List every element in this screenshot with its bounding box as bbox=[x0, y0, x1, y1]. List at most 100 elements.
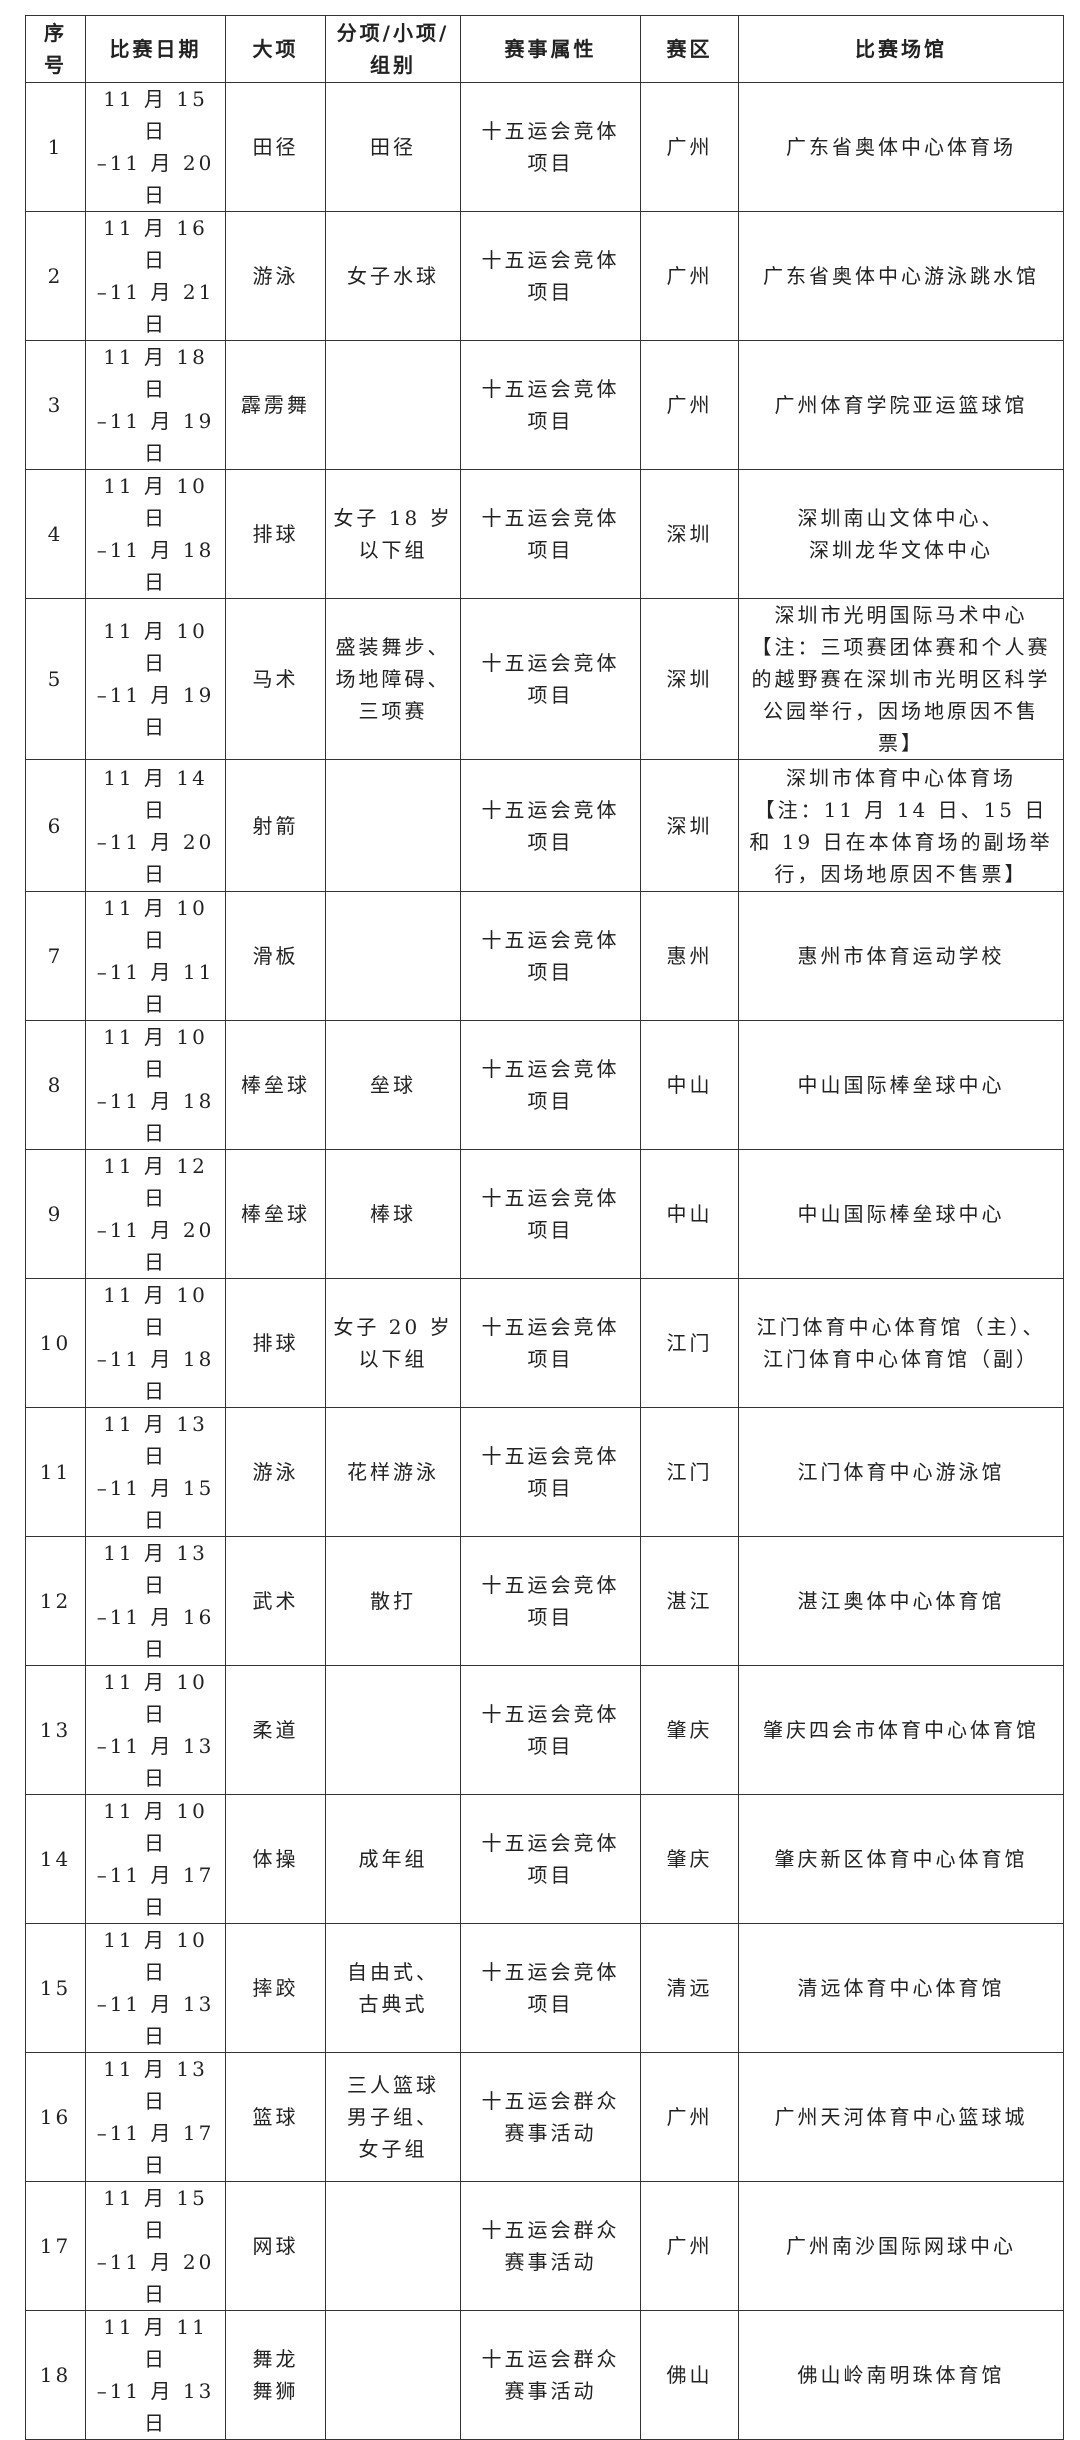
cell-region: 肇庆 bbox=[640, 1794, 739, 1924]
header-region: 赛区 bbox=[640, 15, 739, 83]
table-row: 8 11 月 10 日 –11 月 18 日棒垒球 垒球 十五运会竞体 项目 中山 中山国… bbox=[25, 1020, 1064, 1150]
cell-sport: 舞龙 舞狮 bbox=[225, 2310, 326, 2440]
cell-category: 十五运会竞体 项目 bbox=[460, 82, 641, 212]
cell-region: 佛山 bbox=[640, 2310, 739, 2440]
cell-sport: 排球 bbox=[225, 469, 326, 599]
header-date: 比赛日期 bbox=[85, 15, 226, 83]
table-row: 5 11 月 10 日 –11 月 19 日马术 盛装舞步、 场地障碍、 三项赛 十五… bbox=[25, 598, 1064, 760]
cell-sport: 滑板 bbox=[225, 891, 326, 1021]
cell-index: 16 bbox=[25, 2052, 86, 2182]
table-row: 11 11 月 13 日 –11 月 15 日游泳 花样游泳 十五运会竞体 项目 江门江… bbox=[25, 1407, 1064, 1537]
cell-event: 女子水球 bbox=[325, 211, 461, 341]
cell-event: 垒球 bbox=[325, 1020, 461, 1150]
cell-date: 11 月 15 日 –11 月 20 日 bbox=[85, 82, 226, 212]
cell-category: 十五运会群众 赛事活动 bbox=[460, 2181, 641, 2311]
cell-index: 13 bbox=[25, 1665, 86, 1795]
header-venue: 比赛场馆 bbox=[738, 15, 1064, 83]
cell-event: 散打 bbox=[325, 1536, 461, 1666]
cell-event bbox=[325, 759, 461, 892]
cell-date: 11 月 13 日 –11 月 16 日 bbox=[85, 1536, 226, 1666]
cell-sport: 体操 bbox=[225, 1794, 326, 1924]
cell-event: 棒球 bbox=[325, 1149, 461, 1279]
table-row: 10 11 月 10 日 –11 月 18 日排球 女子 20 岁 以下组 十五运会竞… bbox=[25, 1278, 1064, 1408]
cell-category: 十五运会竞体 项目 bbox=[460, 1149, 641, 1279]
cell-venue: 广东省奥体中心体育场 bbox=[738, 82, 1064, 212]
cell-category: 十五运会竞体 项目 bbox=[460, 1278, 641, 1408]
cell-index: 4 bbox=[25, 469, 86, 599]
table-row: 17 11 月 15 日 –11 月 20 日网球 十五运会群众 赛事活动 广州 广州南… bbox=[25, 2181, 1064, 2311]
table-row: 9 11 月 12 日 –11 月 20 日棒垒球 棒球 十五运会竞体 项目 中山 中山国… bbox=[25, 1149, 1064, 1279]
table-row: 12 11 月 13 日 –11 月 16 日武术 散打 十五运会竞体 项目 湛江 湛江奥… bbox=[25, 1536, 1064, 1666]
cell-region: 深圳 bbox=[640, 759, 739, 892]
cell-venue: 广州天河体育中心篮球城 bbox=[738, 2052, 1064, 2182]
cell-date: 11 月 13 日 –11 月 17 日 bbox=[85, 2052, 226, 2182]
cell-category: 十五运会竞体 项目 bbox=[460, 891, 641, 1021]
cell-date: 11 月 10 日 –11 月 11 日 bbox=[85, 891, 226, 1021]
table-row: 7 11 月 10 日 –11 月 11 日滑板 十五运会竞体 项目 惠州 惠州市体育运… bbox=[25, 891, 1064, 1021]
cell-date: 11 月 11 日 –11 月 13 日 bbox=[85, 2310, 226, 2440]
cell-date: 11 月 16 日 –11 月 21 日 bbox=[85, 211, 226, 341]
cell-index: 7 bbox=[25, 891, 86, 1021]
cell-venue: 深圳市光明国际马术中心 【注：三项赛团体赛和个人赛的越野赛在深圳市光明区科学公园… bbox=[738, 598, 1064, 760]
cell-venue: 湛江奥体中心体育馆 bbox=[738, 1536, 1064, 1666]
cell-date: 11 月 10 日 –11 月 19 日 bbox=[85, 598, 226, 760]
cell-event bbox=[325, 2310, 461, 2440]
cell-event: 成年组 bbox=[325, 1794, 461, 1924]
cell-index: 9 bbox=[25, 1149, 86, 1279]
cell-date: 11 月 10 日 –11 月 18 日 bbox=[85, 469, 226, 599]
header-index: 序 号 bbox=[25, 15, 86, 83]
cell-sport: 篮球 bbox=[225, 2052, 326, 2182]
cell-event bbox=[325, 1665, 461, 1795]
cell-sport: 游泳 bbox=[225, 211, 326, 341]
cell-category: 十五运会竞体 项目 bbox=[460, 1923, 641, 2053]
cell-venue: 深圳南山文体中心、 深圳龙华文体中心 bbox=[738, 469, 1064, 599]
schedule-table: 序 号比赛日期 大项 分项/小项/ 组别 赛事属性 赛区 比赛场馆 1 11 月 15 日 … bbox=[25, 15, 1064, 2440]
cell-event: 三人篮球 男子组、 女子组 bbox=[325, 2052, 461, 2182]
header-category: 赛事属性 bbox=[460, 15, 641, 83]
table-row: 2 11 月 16 日 –11 月 21 日游泳 女子水球 十五运会竞体 项目 广州 广东… bbox=[25, 211, 1064, 341]
cell-sport: 摔跤 bbox=[225, 1923, 326, 2053]
cell-date: 11 月 10 日 –11 月 18 日 bbox=[85, 1020, 226, 1150]
cell-index: 18 bbox=[25, 2310, 86, 2440]
cell-sport: 柔道 bbox=[225, 1665, 326, 1795]
table-row: 16 11 月 13 日 –11 月 17 日篮球 三人篮球 男子组、 女子组 十五运… bbox=[25, 2052, 1064, 2182]
cell-venue: 江门体育中心游泳馆 bbox=[738, 1407, 1064, 1537]
cell-date: 11 月 10 日 –11 月 13 日 bbox=[85, 1665, 226, 1795]
cell-region: 江门 bbox=[640, 1407, 739, 1537]
cell-region: 江门 bbox=[640, 1278, 739, 1408]
cell-region: 肇庆 bbox=[640, 1665, 739, 1795]
cell-date: 11 月 12 日 –11 月 20 日 bbox=[85, 1149, 226, 1279]
cell-region: 广州 bbox=[640, 211, 739, 341]
cell-category: 十五运会群众 赛事活动 bbox=[460, 2052, 641, 2182]
table-row: 3 11 月 18 日 –11 月 19 日霹雳舞 十五运会竞体 项目 广州 广州体育学… bbox=[25, 340, 1064, 470]
table-row: 15 11 月 10 日 –11 月 13 日摔跤 自由式、 古典式 十五运会竞体 项… bbox=[25, 1923, 1064, 2053]
cell-index: 2 bbox=[25, 211, 86, 341]
cell-venue: 中山国际棒垒球中心 bbox=[738, 1020, 1064, 1150]
cell-category: 十五运会竞体 项目 bbox=[460, 340, 641, 470]
cell-sport: 游泳 bbox=[225, 1407, 326, 1537]
cell-event bbox=[325, 340, 461, 470]
header-sport: 大项 bbox=[225, 15, 326, 83]
cell-event: 田径 bbox=[325, 82, 461, 212]
cell-venue: 深圳市体育中心体育场 【注：11 月 14 日、15 日和 19 日在本体育场的… bbox=[738, 759, 1064, 892]
cell-index: 15 bbox=[25, 1923, 86, 2053]
header-event: 分项/小项/ 组别 bbox=[325, 15, 461, 83]
table-row: 4 11 月 10 日 –11 月 18 日排球 女子 18 岁 以下组 十五运会竞体… bbox=[25, 469, 1064, 599]
cell-date: 11 月 10 日 –11 月 13 日 bbox=[85, 1923, 226, 2053]
cell-region: 深圳 bbox=[640, 598, 739, 760]
cell-date: 11 月 18 日 –11 月 19 日 bbox=[85, 340, 226, 470]
cell-date: 11 月 10 日 –11 月 18 日 bbox=[85, 1278, 226, 1408]
cell-category: 十五运会竞体 项目 bbox=[460, 598, 641, 760]
cell-region: 深圳 bbox=[640, 469, 739, 599]
cell-region: 清远 bbox=[640, 1923, 739, 2053]
cell-venue: 广州南沙国际网球中心 bbox=[738, 2181, 1064, 2311]
cell-index: 10 bbox=[25, 1278, 86, 1408]
cell-sport: 田径 bbox=[225, 82, 326, 212]
cell-event: 女子 18 岁 以下组 bbox=[325, 469, 461, 599]
cell-region: 广州 bbox=[640, 340, 739, 470]
cell-region: 湛江 bbox=[640, 1536, 739, 1666]
cell-venue: 广东省奥体中心游泳跳水馆 bbox=[738, 211, 1064, 341]
cell-venue: 肇庆新区体育中心体育馆 bbox=[738, 1794, 1064, 1924]
table-row: 6 11 月 14 日 –11 月 20 日射箭 十五运会竞体 项目 深圳 深圳市体育中… bbox=[25, 759, 1064, 892]
cell-region: 广州 bbox=[640, 2052, 739, 2182]
